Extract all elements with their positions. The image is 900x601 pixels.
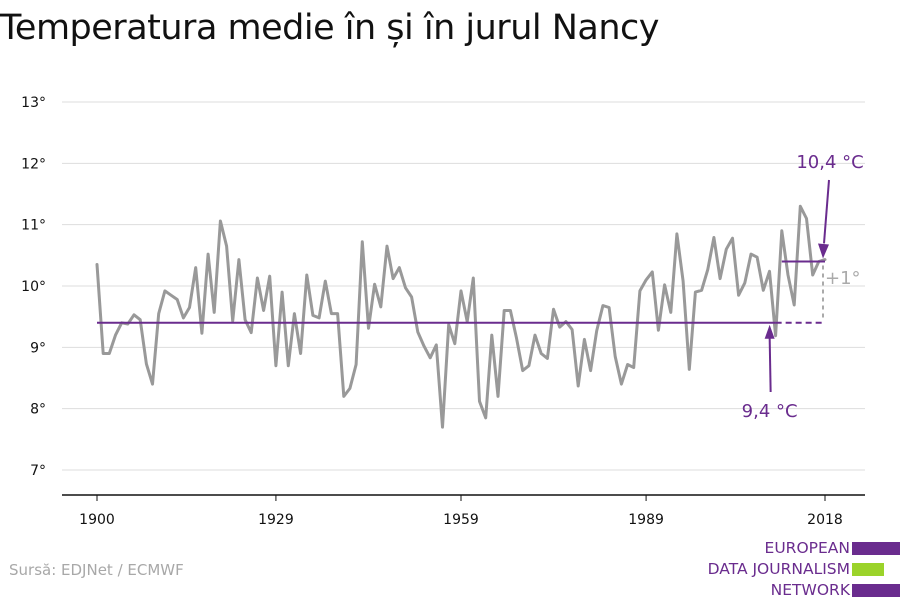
baseline-arrow-shaft bbox=[768, 336, 772, 393]
y-tick-label-7: 7° bbox=[30, 463, 46, 479]
x-tick-label-1959: 1959 bbox=[443, 512, 479, 528]
y-axis: 7° 8° 9° 10° 11° 12° 13° bbox=[21, 95, 46, 479]
annotations: +1° 9,4 °C 10,4 °C bbox=[97, 152, 864, 422]
edjnet-logo: EUROPEAN DATA JOURNALISM NETWORK bbox=[708, 538, 900, 601]
x-tick-label-1900: 1900 bbox=[79, 512, 115, 528]
baseline-arrow-head bbox=[764, 324, 775, 339]
y-tick-label-10: 10° bbox=[21, 279, 46, 295]
logo-line-european: EUROPEAN bbox=[708, 538, 900, 559]
source-note: Sursă: EDJNet / ECMWF bbox=[9, 561, 184, 579]
y-tick-label-11: 11° bbox=[21, 218, 46, 234]
y-tick-label-8: 8° bbox=[30, 402, 46, 418]
x-tick-label-1929: 1929 bbox=[258, 512, 294, 528]
x-axis: 1900 1929 1959 1989 2018 bbox=[62, 494, 865, 528]
y-tick-label-12: 12° bbox=[21, 156, 46, 172]
logo-line-network: NETWORK bbox=[708, 580, 900, 601]
difference-label: +1° bbox=[825, 268, 861, 289]
recent-arrow-shaft bbox=[823, 179, 830, 244]
logo-bar-bottom bbox=[852, 584, 900, 597]
logo-line-data-journalism: DATA JOURNALISM bbox=[708, 559, 900, 580]
gridlines bbox=[62, 101, 865, 471]
recent-arrow-head bbox=[818, 243, 829, 259]
x-tick-label-1989: 1989 bbox=[628, 512, 664, 528]
y-tick-label-13: 13° bbox=[21, 95, 46, 111]
baseline-label: 9,4 °C bbox=[742, 401, 798, 422]
chart-title: Temperatura medie în și în jurul Nancy bbox=[0, 8, 660, 48]
temperature-series-line bbox=[95, 204, 827, 429]
logo-bar-middle bbox=[852, 563, 884, 576]
recent-label: 10,4 °C bbox=[796, 152, 863, 173]
x-tick-label-2018: 2018 bbox=[807, 512, 843, 528]
series-layer bbox=[95, 204, 827, 429]
logo-bar-top bbox=[852, 542, 900, 555]
y-tick-label-9: 9° bbox=[30, 340, 46, 356]
